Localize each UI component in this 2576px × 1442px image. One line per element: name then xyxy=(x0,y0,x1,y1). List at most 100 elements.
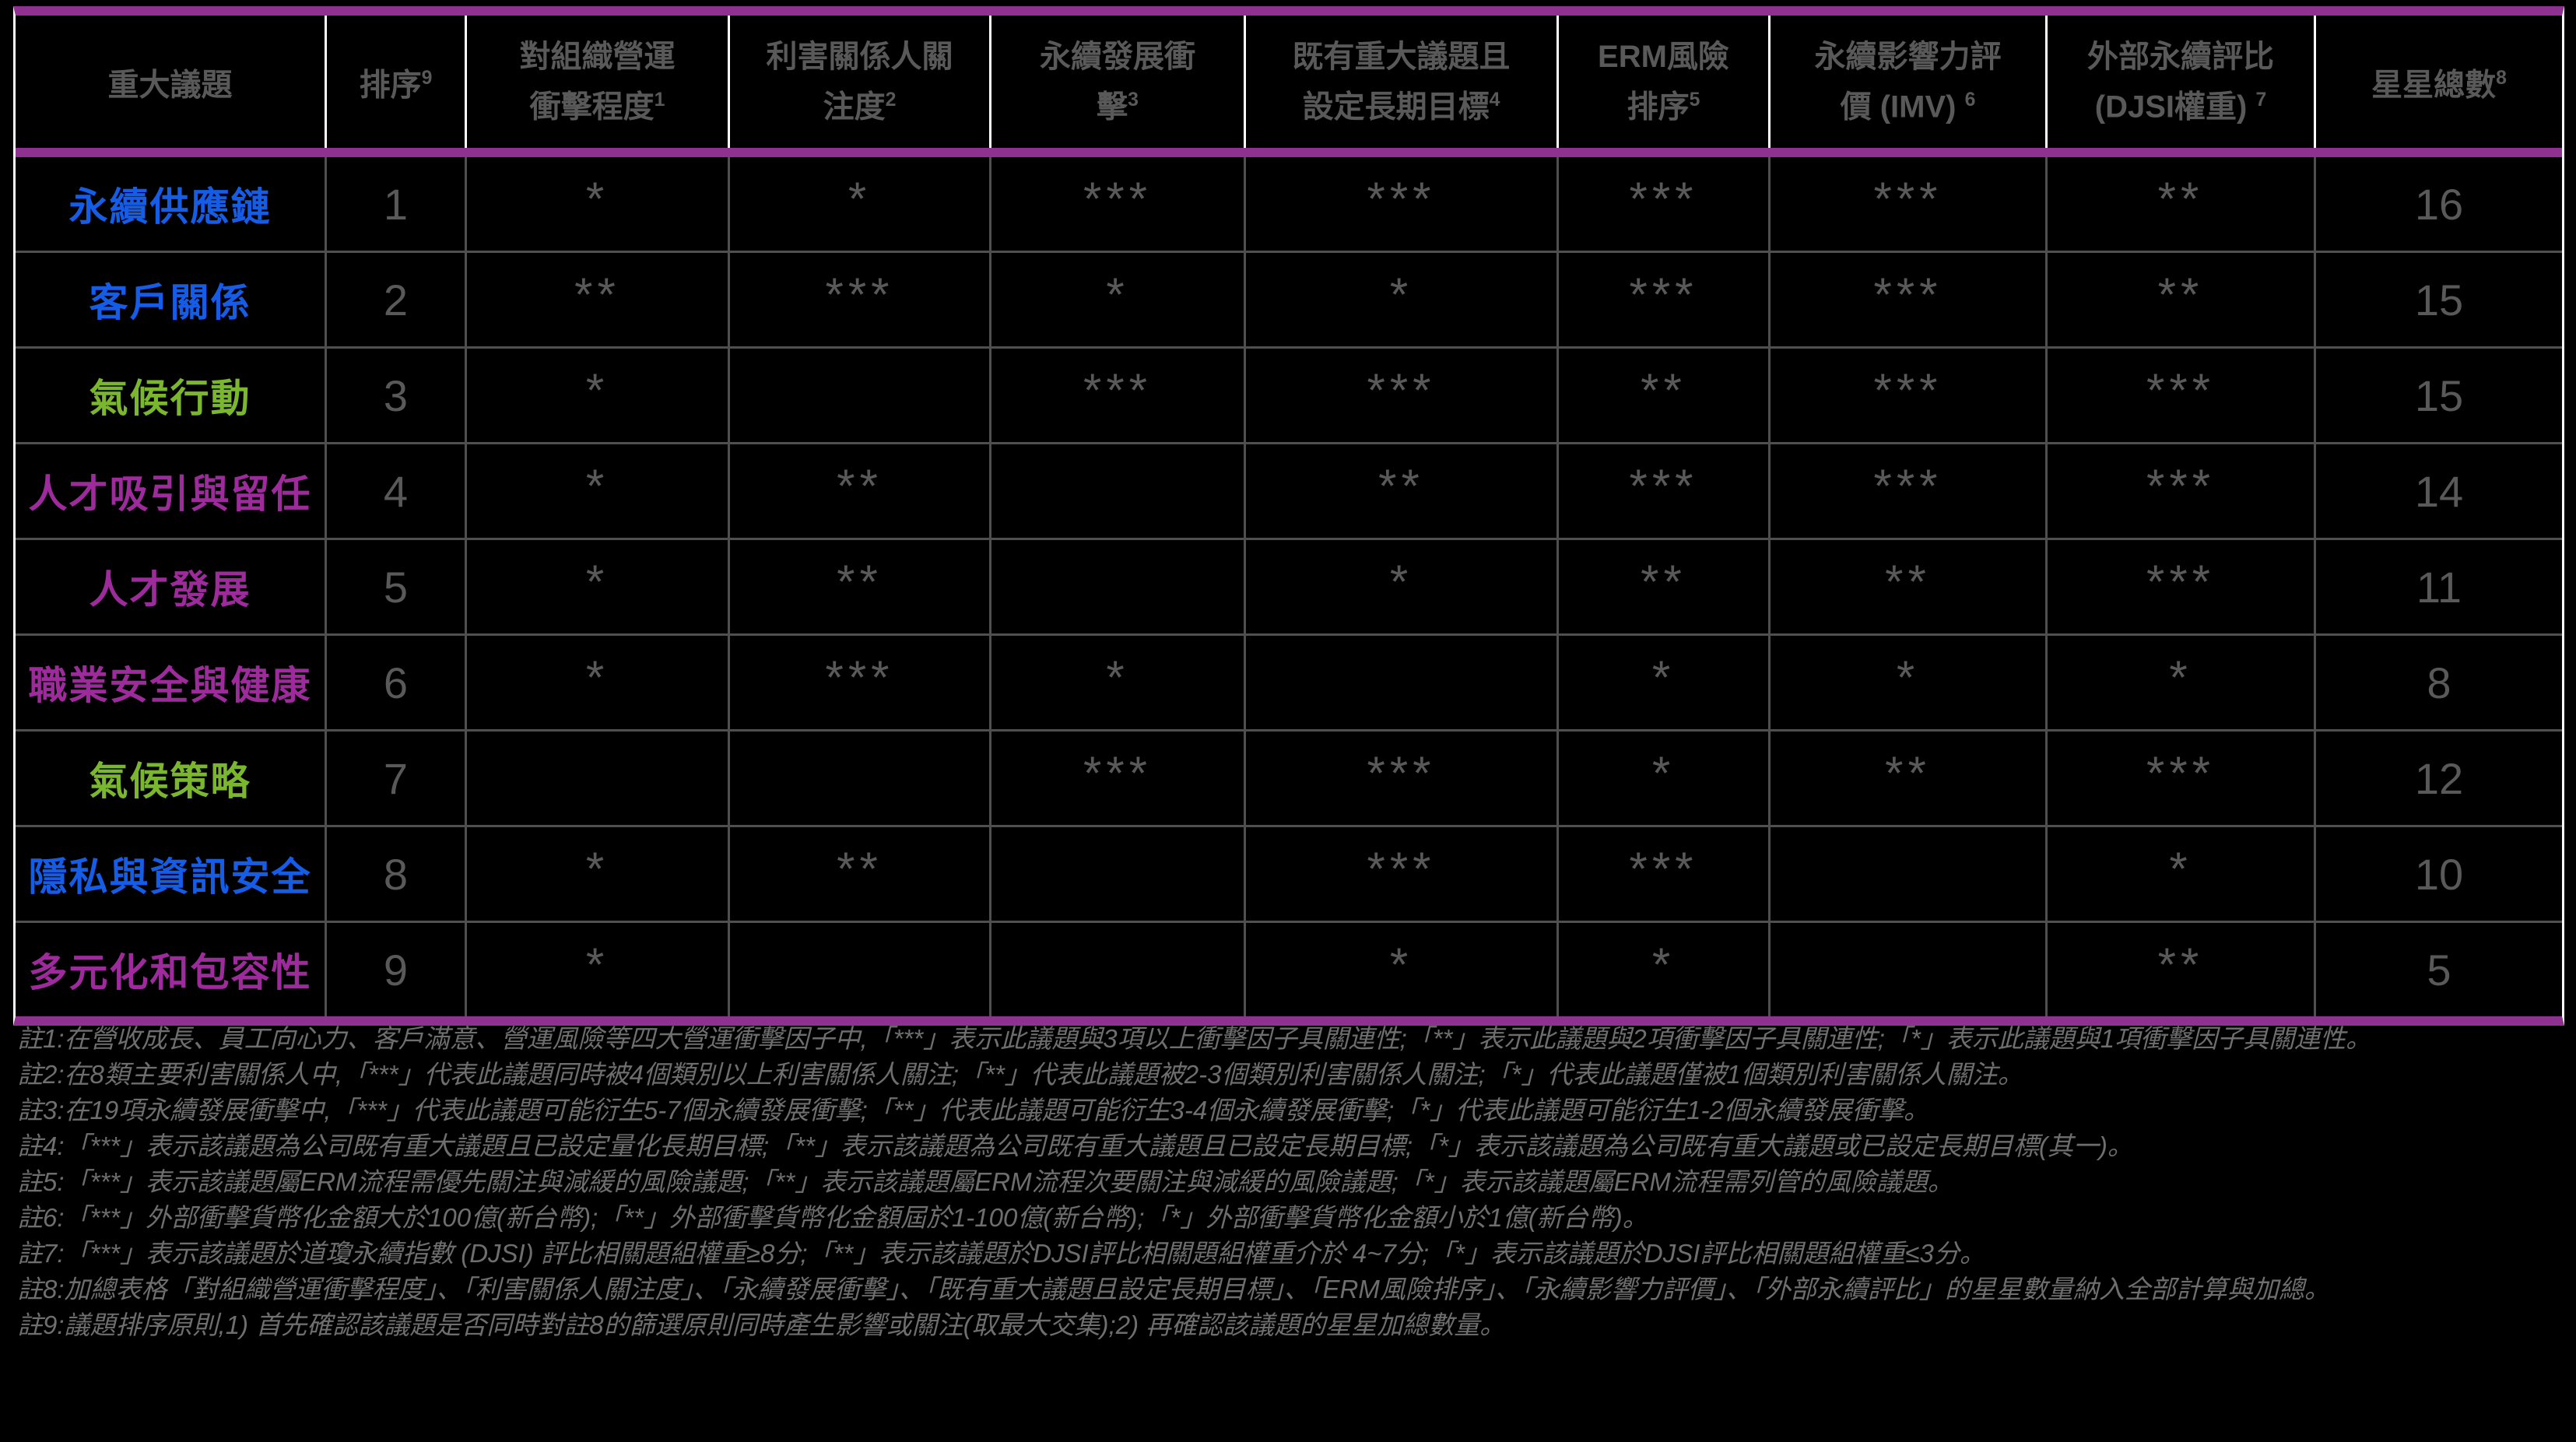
column-header-imv: 永續影響力評價 (IMV) 6 xyxy=(1771,16,2048,148)
table-row: 職業安全與健康 6 * *** * * * * 8 xyxy=(16,636,2562,732)
footnote-label: 註7: xyxy=(17,1239,65,1268)
rank-cell: 8 xyxy=(327,827,467,921)
stars-cell: *** xyxy=(1246,157,1559,251)
table-row: 氣候行動 3 * *** *** ** *** *** 15 xyxy=(16,349,2562,444)
stars-cell: * xyxy=(2048,636,2316,729)
total-stars-cell: 12 xyxy=(2414,753,2464,803)
stars-cell xyxy=(991,827,1246,921)
footnote-ref: 3 xyxy=(1128,89,1139,111)
footnote-ref: 6 xyxy=(1964,89,1976,111)
stars-cell: ** xyxy=(1771,540,2048,633)
footnote-label: 註5: xyxy=(17,1167,65,1196)
topic-label: 職業安全與健康 xyxy=(16,636,327,729)
column-header-djsi: 外部永續評比 (DJSI權重) 7 xyxy=(2048,16,2316,148)
stars-cell: * xyxy=(467,444,730,538)
footnote-text: 「***」表示該議題於道瓊永續指數 (DJSI) 評比相關題組權重≥8分;「**… xyxy=(64,1239,1985,1268)
stars-cell: ** xyxy=(467,253,730,346)
footnote: 註8:加總表格「對組織營運衝擊程度」、「利害關係人關注度」、「永續發展衝擊」、「… xyxy=(17,1272,2546,1307)
stars-cell: * xyxy=(1246,540,1559,633)
table-row: 客戶關係 2 ** *** * * *** *** ** 15 xyxy=(16,253,2562,349)
table-row: 多元化和包容性 9 * * * ** 5 xyxy=(16,923,2562,1016)
footnote: 註6:「***」外部衝擊貨幣化金額大於100億(新台幣);「**」外部衝擊貨幣化… xyxy=(17,1200,2546,1236)
stars-cell: *** xyxy=(2048,444,2316,538)
footnote-text: 在8類主要利害關係人中,「***」代表此議題同時被4個類別以上利害關係人關注;「… xyxy=(64,1060,2023,1089)
rank-cell: 9 xyxy=(327,923,467,1016)
stars-cell: ** xyxy=(2048,253,2316,346)
topic-label: 客戶關係 xyxy=(16,253,327,346)
stars-cell: * xyxy=(1771,636,2048,729)
stars-cell: * xyxy=(1559,923,1771,1016)
stars-cell: * xyxy=(467,827,730,921)
footnote: 註3:在19項永續發展衝擊中,「***」代表此議題可能衍生5-7個永續發展衝擊;… xyxy=(17,1093,2546,1128)
total-stars-cell: 8 xyxy=(2427,658,2451,707)
stars-cell: *** xyxy=(2048,540,2316,633)
stars-cell xyxy=(1771,827,2048,921)
footnote-text: 「***」外部衝擊貨幣化金額大於100億(新台幣);「**」外部衝擊貨幣化金額屆… xyxy=(64,1203,1648,1232)
stars-cell: * xyxy=(467,540,730,633)
footnote-text: 議題排序原則,1) 首先確認該議題是否同時對註8的篩選原則同時產生影響或關注(取… xyxy=(64,1310,1506,1339)
column-header-existing-topic-longterm-goal: 既有重大議題且 設定長期目標4 xyxy=(1246,16,1559,148)
table-row: 氣候策略 7 *** *** * ** *** 12 xyxy=(16,732,2562,827)
topic-label: 隱私與資訊安全 xyxy=(16,827,327,921)
stars-cell xyxy=(991,444,1246,538)
footnote-label: 註8: xyxy=(17,1275,65,1303)
footnote-text: 在19項永續發展衝擊中,「***」代表此議題可能衍生5-7個永續發展衝擊;「**… xyxy=(64,1096,1929,1124)
table-header-row: 重大議題 排序9 對組織營運 衝擊程度1 利害關係人關 注度2 永續發展衝 擊3 既有… xyxy=(16,16,2562,157)
stars-cell: * xyxy=(2048,827,2316,921)
column-header-topic: 重大議題 xyxy=(16,16,327,148)
topic-label: 氣候行動 xyxy=(16,349,327,442)
footnote-text: 「***」表示該議題為公司既有重大議題且已設定量化長期目標;「**」表示該議題為… xyxy=(64,1131,2133,1160)
rank-cell: 4 xyxy=(327,444,467,538)
stars-cell: *** xyxy=(991,157,1246,251)
stars-cell xyxy=(991,923,1246,1016)
total-stars-cell: 15 xyxy=(2414,370,2464,420)
total-stars-cell: 5 xyxy=(2427,945,2451,995)
stars-cell: * xyxy=(1246,253,1559,346)
rank-cell: 3 xyxy=(327,349,467,442)
topic-label: 永續供應鏈 xyxy=(16,157,327,251)
footnote: 註4:「***」表示該議題為公司既有重大議題且已設定量化長期目標;「**」表示該… xyxy=(17,1128,2546,1164)
stars-cell: *** xyxy=(1559,827,1771,921)
total-stars-cell: 14 xyxy=(2414,466,2464,516)
table-row: 隱私與資訊安全 8 * ** *** *** * 10 xyxy=(16,827,2562,923)
stars-cell: * xyxy=(467,923,730,1016)
stars-cell: *** xyxy=(1246,349,1559,442)
table-row: 人才發展 5 * ** * ** ** *** 11 xyxy=(16,540,2562,636)
stars-cell: * xyxy=(1559,636,1771,729)
stars-cell xyxy=(730,923,991,1016)
footnote-ref: 9 xyxy=(421,67,433,89)
column-header-erm-risk-rank: ERM風險 排序5 xyxy=(1559,16,1771,148)
stars-cell: *** xyxy=(1771,253,2048,346)
stars-cell: *** xyxy=(1559,157,1771,251)
stars-cell: *** xyxy=(991,732,1246,825)
stars-cell: *** xyxy=(730,636,991,729)
stars-cell: ** xyxy=(2048,157,2316,251)
stars-cell: * xyxy=(467,349,730,442)
stars-cell: *** xyxy=(1246,827,1559,921)
stars-cell: * xyxy=(467,157,730,251)
footnote: 註1:在營收成長、員工向心力、客戶滿意、營運風險等四大營運衝擊因子中,「***」… xyxy=(17,1021,2546,1057)
stars-cell: * xyxy=(730,157,991,251)
footnote-ref: 7 xyxy=(2255,89,2267,111)
footnote-label: 註2: xyxy=(17,1060,65,1089)
footnote-ref: 5 xyxy=(1689,89,1700,111)
stars-cell: ** xyxy=(1246,444,1559,538)
footnote: 註7:「***」表示該議題於道瓊永續指數 (DJSI) 評比相關題組權重≥8分;… xyxy=(17,1236,2546,1272)
topic-label: 人才吸引與留任 xyxy=(16,444,327,538)
stars-cell: * xyxy=(467,636,730,729)
stars-cell: *** xyxy=(1771,157,2048,251)
stars-cell: ** xyxy=(1559,540,1771,633)
rank-cell: 7 xyxy=(327,732,467,825)
total-stars-cell: 16 xyxy=(2414,179,2464,229)
stars-cell: *** xyxy=(2048,349,2316,442)
footnote-text: 在營收成長、員工向心力、客戶滿意、營運風險等四大營運衝擊因子中,「***」表示此… xyxy=(64,1024,2372,1053)
footnote-ref: 1 xyxy=(654,89,665,111)
stars-cell: ** xyxy=(1771,732,2048,825)
topic-label: 氣候策略 xyxy=(16,732,327,825)
column-header-rank: 排序9 xyxy=(327,16,467,148)
rank-cell: 5 xyxy=(327,540,467,633)
stars-cell xyxy=(730,732,991,825)
footnote-ref: 2 xyxy=(885,89,897,111)
stars-cell: * xyxy=(991,636,1246,729)
stars-cell: *** xyxy=(1771,349,2048,442)
